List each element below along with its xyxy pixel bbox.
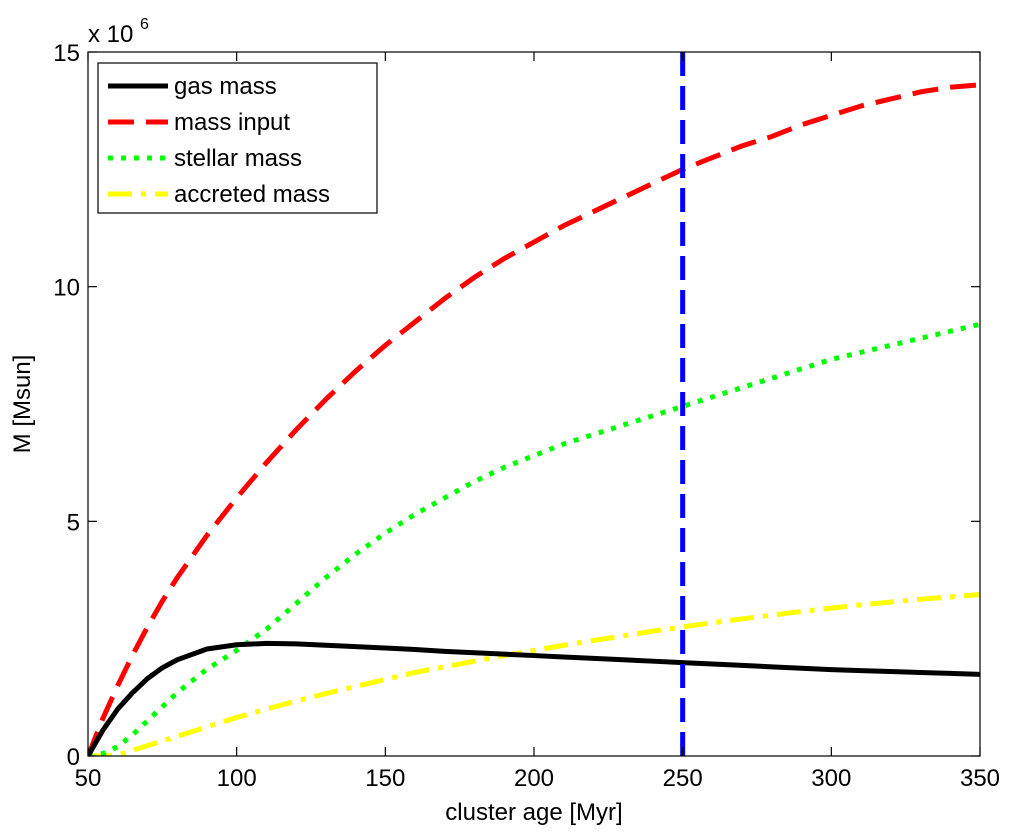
x-tick-label: 250 — [663, 765, 703, 792]
series-line-mass-input — [88, 82, 980, 756]
x-tick-label: 350 — [960, 765, 1000, 792]
x-tick-label: 200 — [514, 765, 554, 792]
x-axis-label: cluster age [Myr] — [445, 799, 622, 826]
x-tick-label: 150 — [365, 765, 405, 792]
legend: gas mass mass input stellar mass accreted m… — [97, 62, 378, 214]
legend-label-gas-mass: gas mass — [174, 73, 277, 100]
y-multiplier: x 10 6 — [88, 16, 149, 48]
series-line-stellar-mass — [88, 321, 980, 756]
y-multiplier-base: x 10 — [88, 21, 133, 48]
x-tick-label: 300 — [811, 765, 851, 792]
series-layer — [88, 82, 980, 756]
y-tick-label: 0 — [67, 744, 80, 771]
legend-label-accreted-mass: accreted mass — [174, 181, 330, 208]
series-line-accreted-mass — [88, 592, 980, 756]
x-tick-label: 100 — [217, 765, 257, 792]
legend-items: gas mass mass input stellar mass accreted m… — [108, 73, 330, 208]
legend-label-stellar-mass: stellar mass — [174, 145, 302, 172]
y-ticks: 0 5 10 15 — [53, 40, 980, 771]
x-tick-label: 50 — [75, 765, 102, 792]
legend-label-mass-input: mass input — [174, 109, 290, 136]
y-tick-label: 15 — [53, 40, 80, 67]
y-axis-label: M [Msun] — [9, 355, 36, 454]
y-tick-label: 10 — [53, 275, 80, 302]
y-tick-label: 5 — [67, 509, 80, 536]
y-multiplier-exponent: 6 — [140, 16, 149, 33]
series-line-gas-mass — [88, 640, 980, 756]
x-ticks: 50 100 150 200 250 300 350 — [75, 52, 1000, 792]
